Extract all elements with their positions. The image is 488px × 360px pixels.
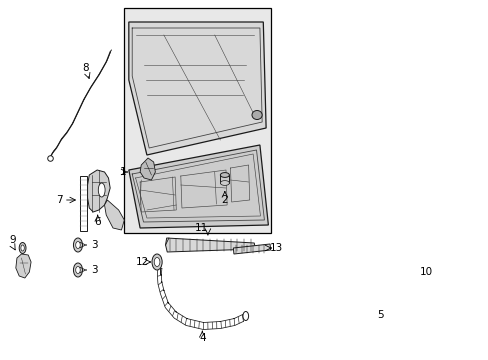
Text: 7: 7 [57,195,63,205]
Text: 2: 2 [221,195,228,205]
Text: 12: 12 [136,257,149,267]
Polygon shape [128,145,268,228]
Text: 1: 1 [120,167,126,177]
Bar [80,176,87,231]
Text: 13: 13 [270,243,283,253]
Ellipse shape [243,311,248,320]
Polygon shape [440,228,478,270]
Polygon shape [165,238,255,252]
Polygon shape [140,158,155,180]
Text: 3: 3 [91,265,98,275]
Ellipse shape [73,263,82,277]
Polygon shape [104,200,124,230]
Ellipse shape [98,183,105,197]
Text: 9: 9 [9,235,16,245]
Polygon shape [468,216,488,236]
Text: 5: 5 [376,310,383,320]
Text: 10: 10 [419,267,432,277]
Polygon shape [87,170,110,212]
Bar [124,8,271,233]
Ellipse shape [152,254,162,270]
Polygon shape [233,244,270,254]
Polygon shape [128,22,265,155]
Ellipse shape [73,238,82,252]
Ellipse shape [76,242,80,248]
Ellipse shape [154,257,160,266]
Polygon shape [16,254,31,278]
Ellipse shape [76,266,80,274]
Text: 4: 4 [199,333,205,343]
Text: 8: 8 [82,63,89,73]
Text: 11: 11 [195,223,208,233]
Text: 3: 3 [91,240,98,250]
Text: 6: 6 [94,217,101,227]
Ellipse shape [220,172,229,177]
Ellipse shape [220,181,229,185]
Ellipse shape [21,245,24,251]
Ellipse shape [19,243,26,253]
Ellipse shape [251,111,262,120]
Bar [220,175,229,183]
